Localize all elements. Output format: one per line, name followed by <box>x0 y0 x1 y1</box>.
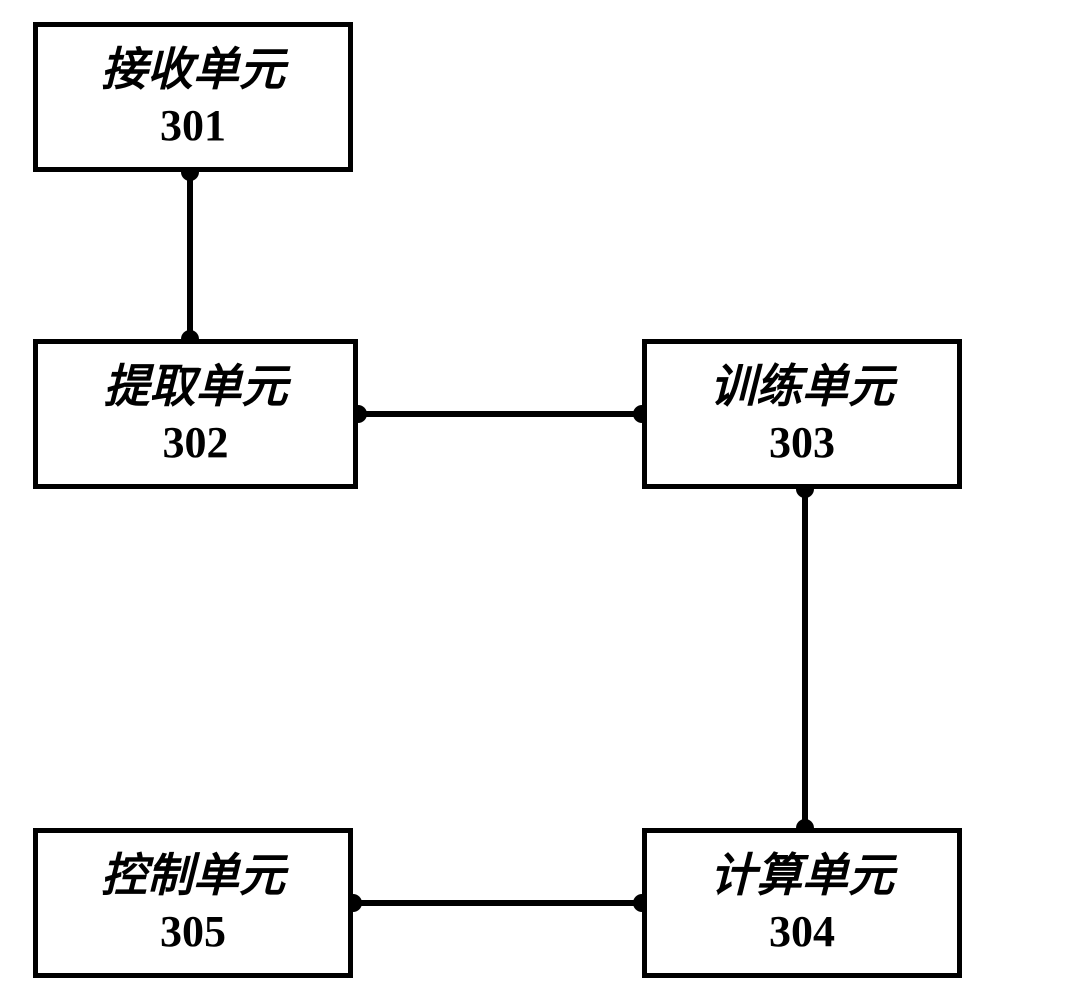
node-305: 控制单元 305 <box>33 828 353 978</box>
node-303-number: 303 <box>769 415 835 470</box>
node-302-number: 302 <box>163 415 229 470</box>
node-304-number: 304 <box>769 904 835 959</box>
edge-301-302 <box>187 172 193 339</box>
node-305-title: 控制单元 <box>101 847 285 905</box>
node-304: 计算单元 304 <box>642 828 962 978</box>
node-304-title: 计算单元 <box>710 847 894 905</box>
node-305-number: 305 <box>160 904 226 959</box>
edge-302-303 <box>358 411 642 417</box>
node-302-title: 提取单元 <box>104 358 288 416</box>
node-301-title: 接收单元 <box>101 41 285 99</box>
node-301-number: 301 <box>160 98 226 153</box>
block-diagram: 接收单元 301 提取单元 302 训练单元 303 计算单元 304 控制单元… <box>0 0 1078 1006</box>
node-303: 训练单元 303 <box>642 339 962 489</box>
node-303-title: 训练单元 <box>710 358 894 416</box>
edge-305-304 <box>353 900 642 906</box>
node-301: 接收单元 301 <box>33 22 353 172</box>
edge-303-304 <box>802 489 808 828</box>
node-302: 提取单元 302 <box>33 339 358 489</box>
